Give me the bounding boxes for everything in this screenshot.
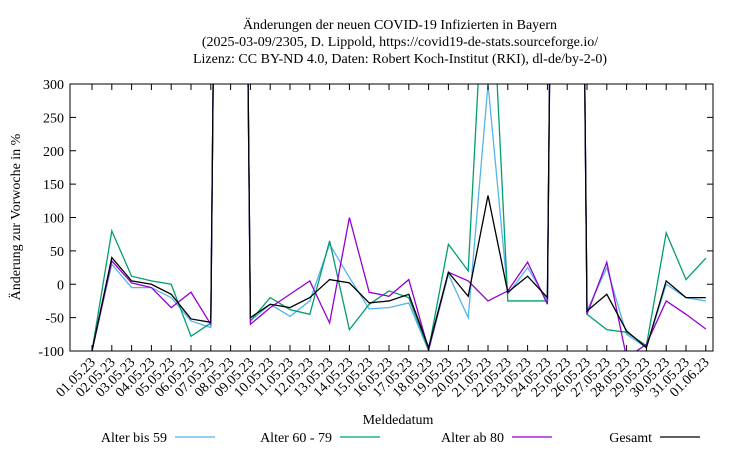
- chart-title: (2025-03-09/2305, D. Lippold, https://co…: [202, 35, 598, 50]
- series-line: [91, 84, 707, 351]
- chart-title: Lizenz: CC BY-ND 4.0, Daten: Robert Koch…: [193, 52, 607, 67]
- series-line: [91, 84, 706, 351]
- plot-area: [91, 84, 707, 351]
- series-line: [91, 84, 706, 351]
- y-tick-label: 100: [43, 212, 64, 227]
- y-axis-label: Änderung zur Vorwoche in %: [7, 133, 24, 300]
- y-tick-label: 250: [43, 111, 64, 126]
- legend-label: Alter ab 80: [441, 431, 504, 446]
- y-tick-label: 150: [43, 178, 64, 193]
- x-axis-label: Meldedatum: [363, 413, 434, 428]
- y-tick-label: 300: [43, 78, 64, 93]
- y-tick-label: -100: [38, 345, 64, 360]
- y-tick-label: 0: [57, 278, 64, 293]
- y-tick-label: -50: [45, 312, 64, 327]
- series-line: [91, 84, 707, 351]
- legend-label: Alter 60 - 79: [260, 431, 332, 446]
- y-tick-label: 50: [50, 245, 64, 260]
- y-tick-label: 200: [43, 145, 64, 160]
- legend-label: Gesamt: [609, 431, 652, 446]
- legend-label: Alter bis 59: [101, 431, 167, 446]
- chart-title: Änderungen der neuen COVID-19 Infizierte…: [243, 16, 557, 33]
